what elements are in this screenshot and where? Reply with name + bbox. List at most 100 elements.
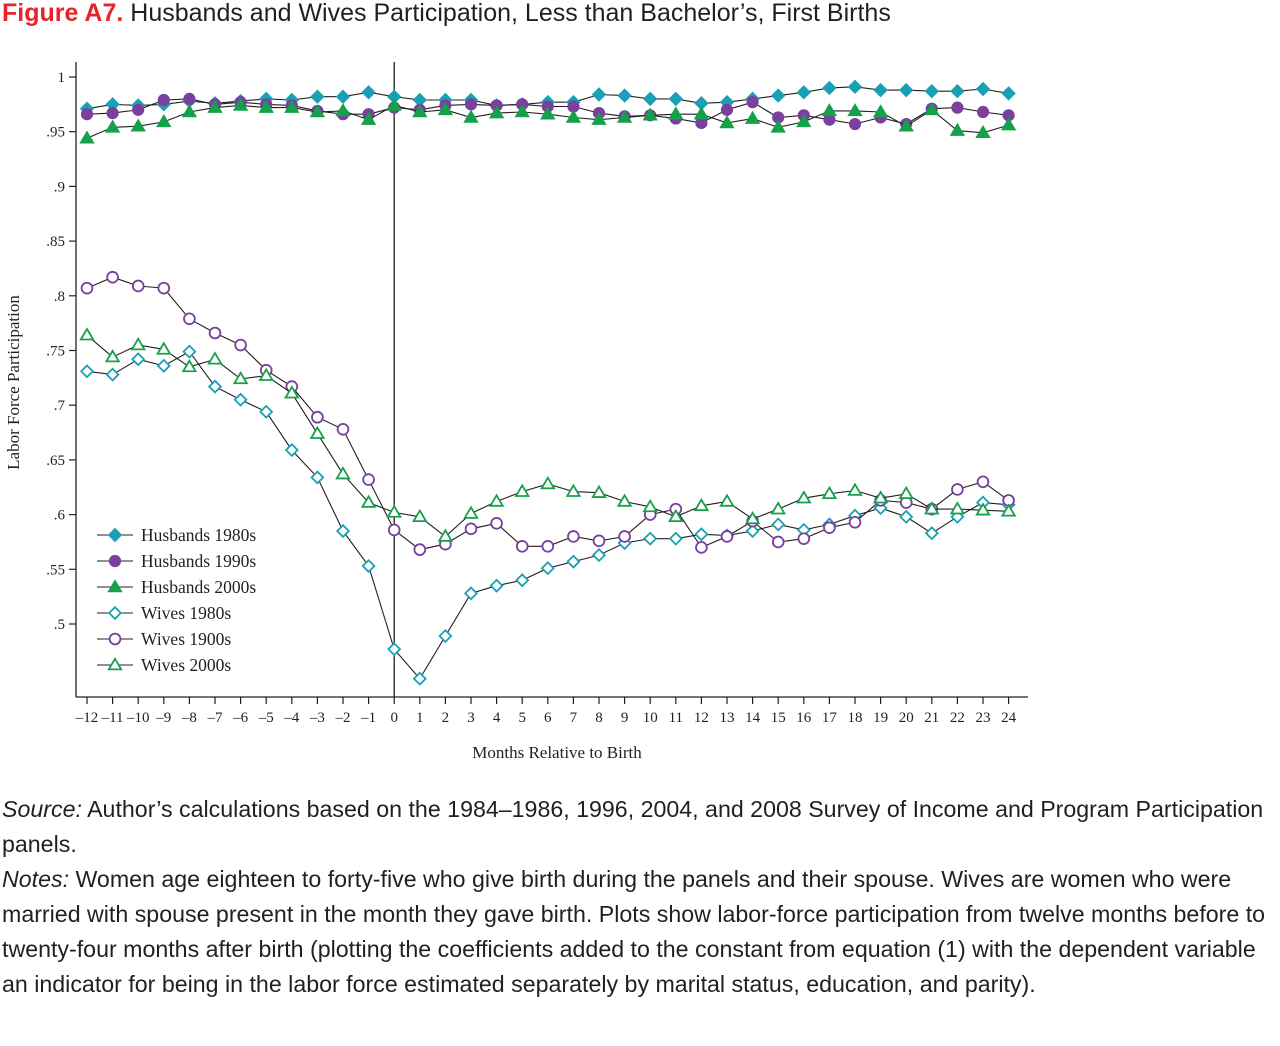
data-point-husbands-2000s <box>232 97 249 111</box>
data-point-husbands-1990s <box>132 103 145 116</box>
x-tick-label: 19 <box>873 710 888 726</box>
x-tick-label: 15 <box>771 710 786 726</box>
data-point-wives-2000s <box>360 494 377 508</box>
data-point-husbands-1990s <box>464 98 478 111</box>
source-text: Author’s calculations based on the 1984–… <box>2 796 1264 857</box>
data-point-wives-2000s <box>309 425 326 439</box>
figure-title: Figure A7. Husbands and Wives Participat… <box>2 0 891 28</box>
data-point-wives-1980s <box>233 392 248 407</box>
data-point-husbands-1980s <box>310 89 325 104</box>
data-point-wives-2000s <box>872 490 889 504</box>
data-point-wives-1980s <box>207 379 223 394</box>
x-tick-label: 24 <box>1001 710 1017 726</box>
x-tick-label: 18 <box>848 710 863 726</box>
legend-marker <box>107 657 123 671</box>
legend-label: Husbands 1980s <box>141 525 256 545</box>
y-axis-title: Labor Force Participation <box>4 295 23 470</box>
data-point-husbands-1980s <box>617 88 632 103</box>
data-point-wives-1900s <box>490 517 503 530</box>
data-point-husbands-2000s <box>847 103 863 117</box>
data-point-husbands-2000s <box>386 97 402 111</box>
data-point-wives-1980s <box>694 527 709 542</box>
data-point-husbands-2000s <box>284 99 300 113</box>
data-point-wives-1900s <box>618 530 631 543</box>
x-tick-label: –9 <box>155 710 171 726</box>
data-point-wives-2000s <box>104 349 121 363</box>
data-point-husbands-1980s <box>335 89 351 104</box>
data-point-wives-1900s <box>976 475 990 489</box>
x-tick-label: 16 <box>796 710 812 726</box>
data-point-wives-1980s <box>591 548 607 563</box>
data-point-wives-1900s <box>234 338 247 352</box>
x-tick-label: –7 <box>207 710 224 726</box>
x-tick-label: –4 <box>283 710 300 726</box>
legend-label: Wives 2000s <box>141 655 231 675</box>
data-point-wives-1900s <box>848 515 862 529</box>
data-point-husbands-1990s <box>976 105 990 119</box>
data-point-wives-1980s <box>463 586 479 601</box>
data-point-wives-1980s <box>745 523 760 539</box>
x-tick-label: 4 <box>493 710 501 726</box>
data-point-wives-2000s <box>770 501 786 515</box>
x-axis-title: Months Relative to Birth <box>472 743 642 762</box>
data-point-wives-2000s <box>565 483 582 497</box>
data-point-husbands-1980s <box>924 84 940 99</box>
data-point-husbands-2000s <box>79 130 95 144</box>
data-point-wives-1900s <box>592 534 606 548</box>
data-point-wives-2000s <box>463 505 479 519</box>
data-point-wives-2000s <box>79 327 95 341</box>
figure-label: Figure A7. <box>2 0 124 27</box>
data-point-wives-1900s <box>131 279 145 293</box>
data-point-husbands-2000s <box>616 109 633 123</box>
data-point-wives-1900s <box>387 523 401 537</box>
data-point-husbands-1980s <box>898 82 914 98</box>
x-tick-label: –1 <box>360 710 376 726</box>
data-point-husbands-2000s <box>821 103 838 117</box>
data-point-wives-1900s <box>541 540 555 553</box>
x-tick-label: 12 <box>694 710 709 726</box>
data-point-husbands-2000s <box>924 102 940 116</box>
data-point-husbands-1980s <box>668 91 684 107</box>
source-note: Source: Author’s calculations based on t… <box>2 792 1280 862</box>
data-point-husbands-2000s <box>898 118 914 132</box>
legend-label: Wives 1900s <box>141 629 231 649</box>
data-point-wives-2000s <box>975 502 991 516</box>
data-point-wives-1900s <box>695 541 708 554</box>
data-point-wives-1980s <box>489 578 504 593</box>
data-point-wives-2000s <box>335 466 351 480</box>
data-point-husbands-2000s <box>181 104 198 118</box>
data-point-husbands-1980s <box>591 87 607 102</box>
data-point-wives-1980s <box>335 523 351 539</box>
data-point-husbands-2000s <box>104 119 121 133</box>
x-tick-label: 9 <box>621 710 629 726</box>
data-point-husbands-2000s <box>258 99 274 113</box>
source-label: Source: <box>2 796 82 822</box>
series-husbands-2000s <box>79 97 1017 144</box>
data-point-husbands-2000s <box>540 106 556 120</box>
y-tick-label: .6 <box>54 508 66 524</box>
x-tick-label: 11 <box>669 710 683 726</box>
x-tick-label: 13 <box>720 710 735 726</box>
data-point-wives-2000s <box>540 475 556 490</box>
data-point-wives-2000s <box>386 504 402 518</box>
data-point-wives-1900s <box>823 521 836 535</box>
data-point-husbands-2000s <box>744 110 761 124</box>
y-tick-label: .55 <box>46 562 65 578</box>
data-point-wives-2000s <box>488 493 505 507</box>
y-tick-label: .85 <box>46 234 65 250</box>
data-point-wives-1900s <box>567 530 580 543</box>
data-point-husbands-2000s <box>130 118 146 132</box>
data-point-wives-2000s <box>924 501 940 515</box>
data-point-wives-1900s <box>208 326 222 340</box>
series-line-wives-1900s <box>86 276 1009 551</box>
x-tick-label: 7 <box>570 710 578 726</box>
data-point-wives-2000s <box>258 367 274 381</box>
x-tick-label: 5 <box>518 710 526 726</box>
x-tick-label: 0 <box>390 710 398 726</box>
data-point-husbands-2000s <box>770 119 786 133</box>
legend-item-wives-1980s: Wives 1980s <box>97 603 231 623</box>
data-point-wives-2000s <box>949 501 966 515</box>
x-tick-label: –11 <box>101 710 124 726</box>
notes-note: Notes: Women age eighteen to forty-five … <box>2 862 1280 1002</box>
data-point-wives-1900s <box>515 540 529 553</box>
